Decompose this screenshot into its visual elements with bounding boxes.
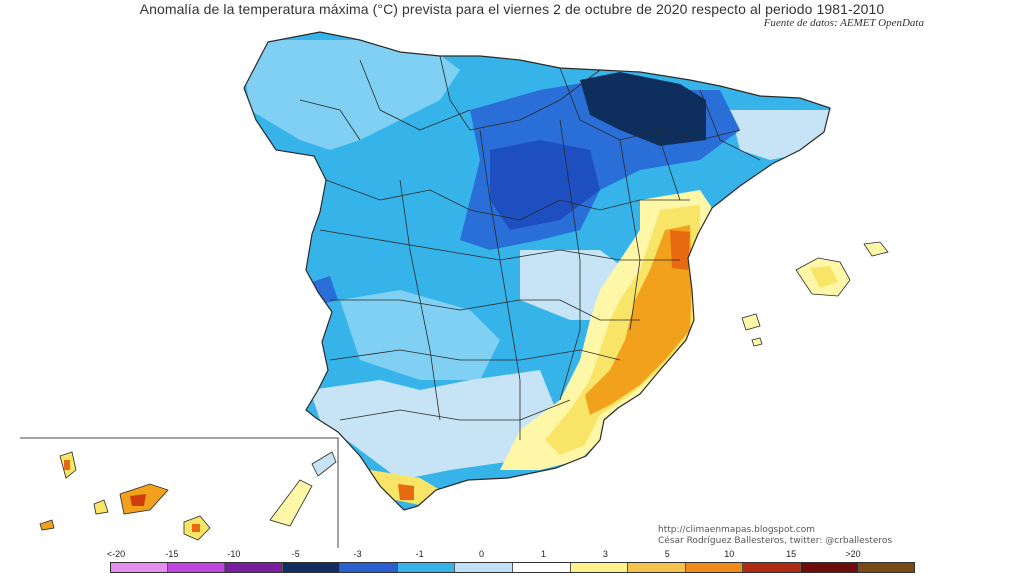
credit-author: César Rodríguez Ballesteros, twitter: @c… — [658, 536, 893, 546]
el-hierro — [39, 519, 55, 531]
legend-swatch — [225, 562, 283, 573]
legend-tick-label: -5 — [291, 549, 300, 559]
province-borders — [243, 31, 831, 511]
legend-swatch — [513, 562, 571, 573]
legend-tick-label: 15 — [786, 549, 797, 559]
legend-swatch — [685, 562, 744, 573]
legend-swatch — [397, 562, 456, 573]
color-legend — [110, 562, 916, 573]
zone-light-cyan-se — [340, 290, 500, 380]
formentera — [751, 337, 763, 347]
legend-tick-label: 10 — [724, 549, 735, 559]
legend-swatch — [340, 562, 398, 573]
legend-tick-label: 3 — [602, 549, 608, 559]
zone-dark-orange — [670, 230, 690, 270]
zone-mid-blue-w — [312, 276, 338, 304]
legend-swatch — [282, 562, 341, 573]
canary-islands-inset — [20, 437, 339, 548]
legend-tick-label: 0 — [479, 549, 485, 559]
zone-light-cyan-nw — [244, 40, 460, 150]
map-title: Anomalía de la temperatura máxima (°C) p… — [139, 1, 885, 17]
lanzarote — [311, 451, 337, 477]
zone-pale-blue-south — [310, 370, 560, 480]
zone-south-coast-orange — [398, 484, 414, 500]
legend-swatch — [167, 562, 226, 573]
legend-tick-label: <-20 — [106, 549, 126, 559]
legend-tick-label: -1 — [415, 549, 424, 559]
legend-tick-label: -10 — [227, 549, 241, 559]
balearic-islands — [741, 241, 889, 347]
legend-tick-label: -15 — [165, 549, 179, 559]
legend-tick-label: -3 — [353, 549, 362, 559]
legend-swatch — [858, 562, 916, 573]
legend-tick-label: 1 — [540, 549, 546, 559]
credit-url: http://climaenmapas.blogspot.com — [658, 525, 816, 535]
legend-swatch — [800, 562, 859, 573]
menorca — [863, 241, 889, 257]
zone-navy — [580, 72, 706, 146]
legend-ticks: <-20 -15 -10 -5 -3 -1 0 1 3 5 10 15 >20 — [106, 549, 915, 561]
legend-swatch — [570, 562, 629, 573]
fuerteventura — [269, 479, 313, 527]
legend-swatch — [455, 562, 514, 573]
legend-tick-label: 5 — [664, 549, 670, 559]
ibiza — [741, 313, 761, 331]
legend-swatch — [628, 562, 686, 573]
la-gomera — [93, 499, 109, 515]
legend-swatch — [743, 562, 801, 573]
legend-tick-label: >20 — [845, 549, 861, 559]
data-source: Fuente de datos: AEMET OpenData — [763, 17, 924, 29]
legend-swatch — [110, 562, 168, 573]
